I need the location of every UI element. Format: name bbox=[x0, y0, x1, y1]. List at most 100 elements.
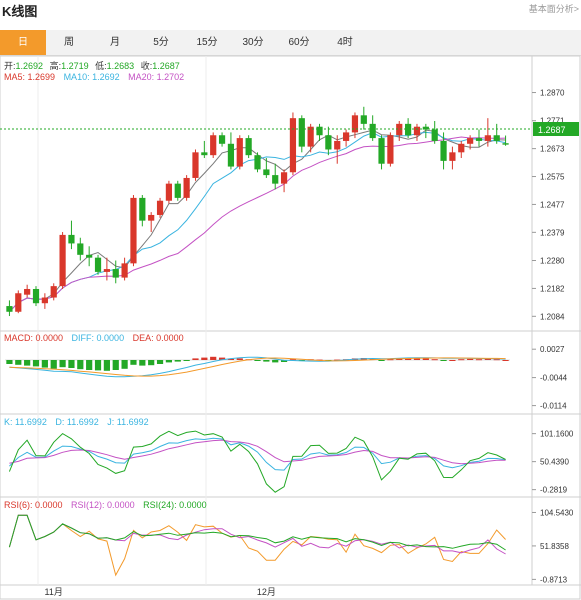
close-value: 1.2687 bbox=[152, 61, 180, 71]
candle-body bbox=[298, 118, 305, 147]
tab-week[interactable]: 周 bbox=[64, 37, 74, 48]
candle-body bbox=[192, 152, 199, 178]
kdj-info: K: 11.6992 D: 11.6992 J: 11.6992 bbox=[4, 417, 149, 427]
ma10-label: MA10: 1.2692 bbox=[64, 72, 120, 82]
kdj-axis-tick-label: -0.2819 bbox=[540, 486, 568, 495]
page-title: K线图 bbox=[2, 4, 38, 19]
info-open-high-low-close: 开:1.2692 高:1.2719 低:1.2683 收:1.2687 bbox=[4, 60, 180, 71]
macd-bar bbox=[77, 360, 84, 370]
macd-bar bbox=[484, 358, 491, 360]
macd-bar bbox=[280, 360, 288, 362]
tab-month[interactable]: 月 bbox=[110, 37, 120, 48]
price-axis-tick-label: 1.2084 bbox=[540, 312, 565, 321]
macd-bar bbox=[502, 360, 509, 361]
analysis-link[interactable]: 基本面分析> bbox=[528, 4, 579, 14]
candle-body bbox=[50, 286, 57, 298]
candle-body bbox=[458, 143, 465, 153]
macd-bar bbox=[236, 358, 243, 360]
candle-body bbox=[236, 138, 243, 167]
candle-body bbox=[94, 257, 102, 272]
macd-bar bbox=[218, 357, 226, 360]
rsi-info: RSI(6): 0.0000 RSI(12): 0.0000 RSI(24): … bbox=[4, 500, 207, 510]
candle-body bbox=[422, 126, 429, 130]
macd-info: MACD: 0.0000 DIFF: 0.0000 DEA: 0.0000 bbox=[4, 333, 184, 343]
candle-body bbox=[387, 135, 394, 164]
price-axis-tick-label: 1.2379 bbox=[540, 228, 565, 237]
macd-bar bbox=[449, 360, 456, 361]
candle-body bbox=[440, 140, 447, 161]
candle-body bbox=[467, 138, 474, 144]
rsi6-label: RSI(6): 0.0000 bbox=[4, 500, 63, 510]
candle-body bbox=[183, 177, 190, 198]
macd-bar bbox=[387, 359, 394, 361]
macd-axis-tick-label: -0.0044 bbox=[540, 374, 568, 383]
macd-bar bbox=[405, 358, 412, 360]
candle-body bbox=[156, 200, 164, 215]
macd-bar bbox=[431, 359, 438, 361]
kdj-axis-tick-label: 101.1600 bbox=[540, 430, 574, 439]
tab-15min[interactable]: 15分 bbox=[196, 37, 218, 48]
ma20-line bbox=[9, 136, 506, 313]
price-axis-tick-label: 1.2673 bbox=[540, 145, 565, 154]
macd-bar bbox=[272, 360, 279, 363]
candle-body bbox=[24, 288, 31, 295]
rsi24-label: RSI(24): 0.0000 bbox=[143, 500, 207, 510]
close-label: 收: bbox=[141, 60, 153, 71]
macd-bar bbox=[378, 360, 385, 361]
macd-bar bbox=[183, 360, 190, 361]
candle-body bbox=[6, 306, 13, 312]
candle-body bbox=[369, 123, 376, 139]
macd-axis-tick-label: 0.0027 bbox=[540, 345, 565, 354]
tab-5min[interactable]: 5分 bbox=[153, 37, 169, 48]
candle-body bbox=[121, 263, 128, 278]
macd-bar bbox=[6, 360, 13, 364]
j-line bbox=[8, 430, 506, 493]
candle-body bbox=[325, 135, 332, 150]
current-price-tag bbox=[533, 122, 579, 136]
candle-body bbox=[475, 138, 483, 141]
macd-bar bbox=[103, 360, 110, 371]
candle-body bbox=[449, 152, 456, 161]
macd-bar bbox=[32, 360, 40, 367]
candle-body bbox=[263, 169, 270, 176]
candle-body bbox=[86, 254, 93, 258]
rsi-axis-tick-label: -0.8713 bbox=[540, 575, 568, 584]
x-axis-label: 11月 bbox=[45, 587, 63, 597]
candle-body bbox=[210, 135, 217, 156]
candle-body bbox=[68, 234, 75, 244]
price-axis-tick-label: 1.2477 bbox=[540, 200, 565, 209]
candle-body bbox=[493, 135, 500, 141]
x-axis-label: 12月 bbox=[257, 587, 276, 597]
candle-body bbox=[289, 118, 297, 173]
d-line bbox=[9, 439, 506, 465]
candle-body bbox=[77, 243, 84, 255]
candle-body bbox=[316, 126, 323, 136]
candle-body bbox=[351, 115, 359, 133]
macd-bar bbox=[148, 360, 155, 366]
ma5-label: MA5: 1.2699 bbox=[4, 72, 55, 82]
price-axis-tick-label: 1.2280 bbox=[540, 257, 565, 266]
tab-4hour[interactable]: 4时 bbox=[337, 37, 353, 48]
tab-60min[interactable]: 60分 bbox=[288, 37, 310, 48]
candle-body bbox=[484, 135, 491, 141]
candle-body bbox=[378, 138, 385, 164]
rsi24-line bbox=[8, 514, 506, 551]
macd-bar bbox=[68, 360, 75, 368]
candle-body bbox=[174, 183, 181, 198]
price-axis-tick-label: 1.2771 bbox=[540, 117, 565, 126]
tab-30min[interactable]: 30分 bbox=[242, 37, 264, 48]
candle-body bbox=[342, 132, 350, 141]
macd-bar bbox=[94, 360, 102, 371]
macd-bar bbox=[413, 358, 421, 360]
candle-body bbox=[307, 126, 314, 147]
high-label: 高: bbox=[50, 60, 62, 71]
rsi-axis-tick-label: 51.8358 bbox=[540, 542, 569, 551]
tab-day[interactable]: 日 bbox=[0, 30, 46, 55]
candle-body bbox=[218, 135, 226, 144]
macd-bar bbox=[201, 357, 208, 360]
candle-body bbox=[413, 126, 421, 136]
macd-bar bbox=[467, 358, 474, 360]
candle-body bbox=[396, 123, 403, 136]
current-price-text: 1.2687 bbox=[538, 125, 566, 135]
